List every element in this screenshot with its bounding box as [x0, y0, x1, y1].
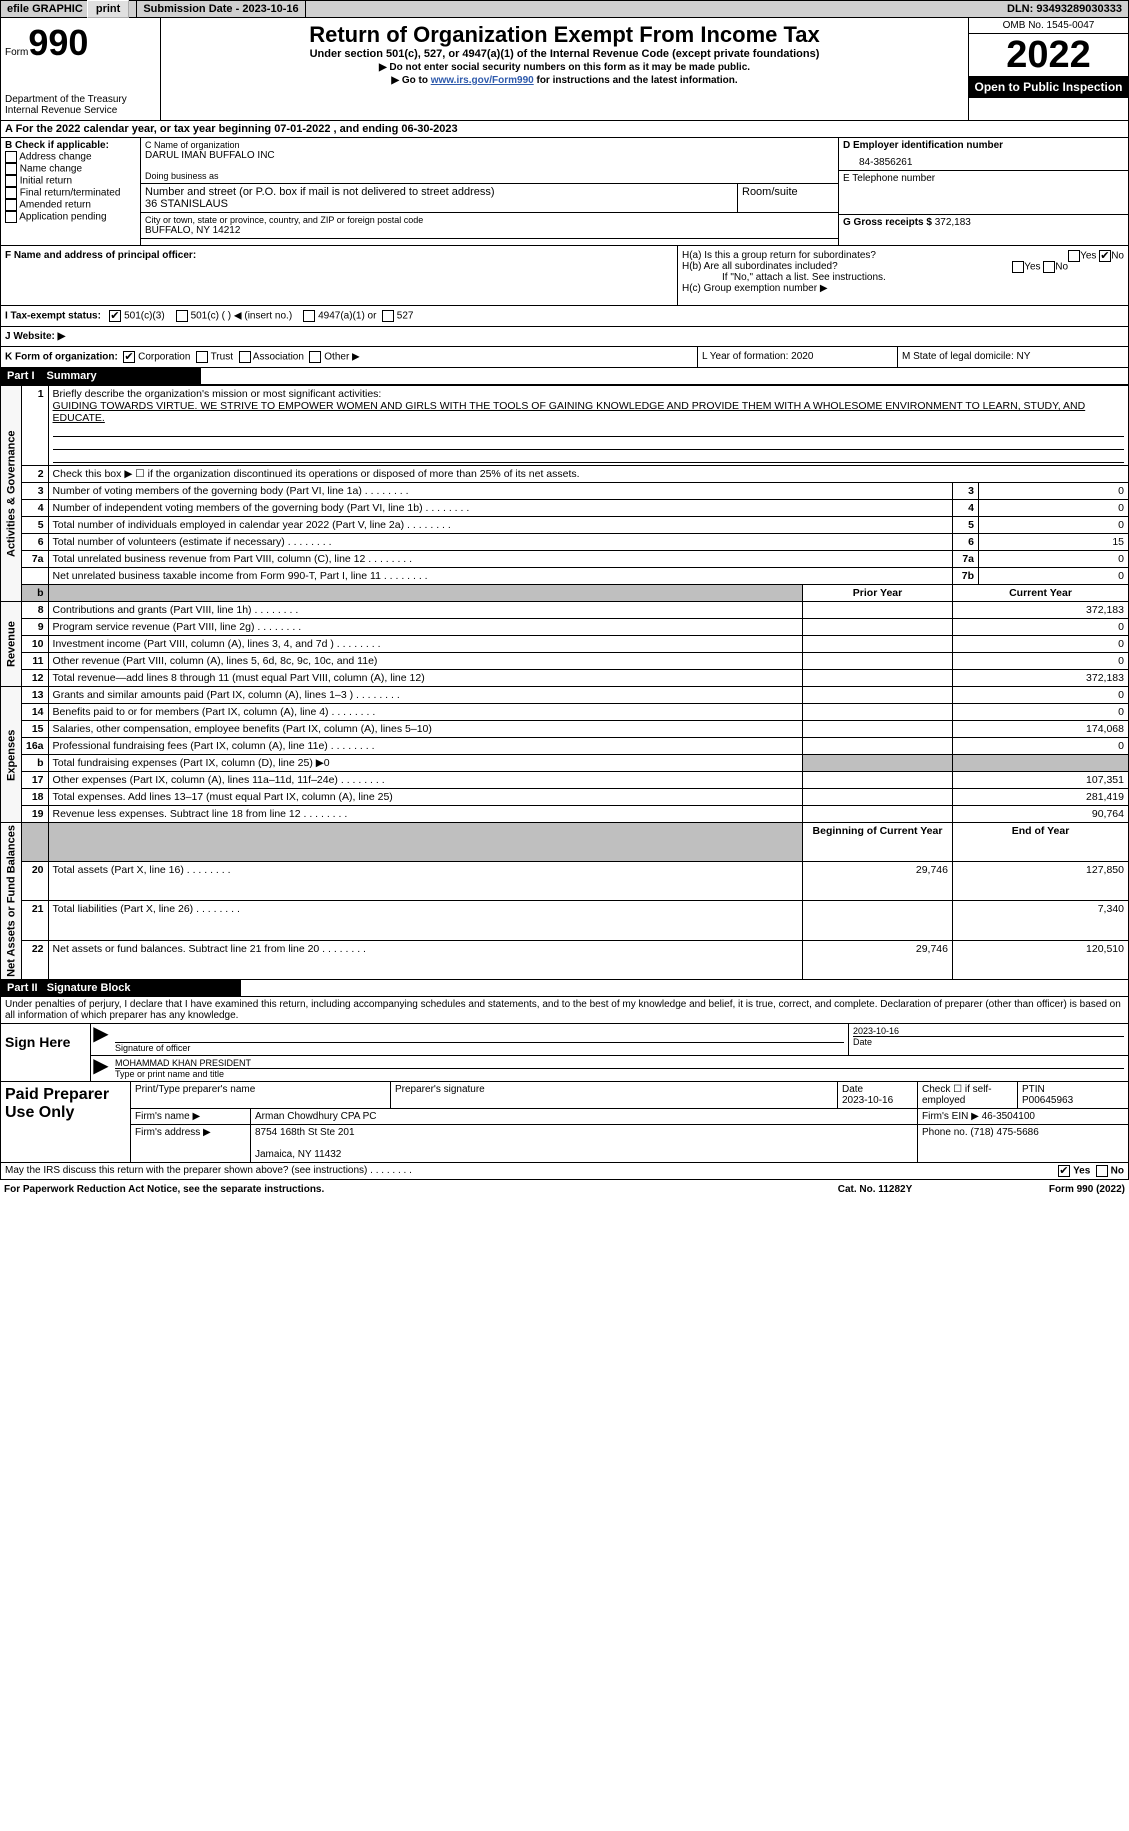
efile-label: efile GRAPHIC print: [1, 1, 137, 17]
note-goto: ▶ Go to www.irs.gov/Form990 for instruct…: [165, 75, 964, 86]
self-employed-check[interactable]: Check ☐ if self-employed: [918, 1082, 1018, 1108]
gross-cell: G Gross receipts $ 372,183: [839, 215, 1128, 245]
discuss-yes[interactable]: [1058, 1165, 1070, 1177]
ptin-value: P00645963: [1022, 1095, 1073, 1106]
group-exemption: H(c) Group exemption number ▶: [682, 283, 1124, 294]
city-cell: City or town, state or province, country…: [141, 213, 838, 239]
tax-exempt-row: I Tax-exempt status: 501(c)(3) 501(c) ( …: [0, 306, 1129, 327]
tax-year: 2022: [969, 34, 1128, 76]
firm-ein: 46-3504100: [982, 1111, 1035, 1122]
omb-number: OMB No. 1545-0047: [969, 18, 1128, 34]
principal-officer: F Name and address of principal officer:: [1, 246, 678, 305]
arrow-icon: ▶: [91, 1024, 111, 1055]
part2-header: Part II Signature Block: [0, 980, 1129, 997]
side-revenue: Revenue: [1, 602, 22, 687]
street-cell: Number and street (or P.O. box if mail i…: [141, 184, 838, 213]
sign-here-label: Sign Here: [1, 1024, 91, 1081]
discuss-no[interactable]: [1096, 1165, 1108, 1177]
side-activities: Activities & Governance: [1, 386, 22, 602]
public-inspection: Open to Public Inspection: [969, 76, 1128, 98]
website-row: J Website: ▶: [0, 327, 1129, 347]
col-b: B Check if applicable: Address change Na…: [1, 138, 141, 245]
part1-header: Part I Summary: [0, 368, 1129, 385]
cb-initial[interactable]: Initial return: [5, 175, 136, 187]
year-formation: L Year of formation: 2020: [698, 347, 898, 367]
irs-link[interactable]: www.irs.gov/Form990: [431, 75, 534, 86]
firm-phone: (718) 475-5686: [970, 1127, 1038, 1138]
ein-value: 84-3856261: [843, 151, 1124, 168]
city-value: BUFFALO, NY 14212: [145, 225, 834, 236]
mission-text: GUIDING TOWARDS VIRTUE. WE STRIVE TO EMP…: [53, 400, 1086, 424]
sign-block: Sign Here ▶ Signature of officer 2023-10…: [0, 1024, 1129, 1082]
cb-name[interactable]: Name change: [5, 163, 136, 175]
arrow-icon: ▶: [91, 1056, 111, 1081]
side-netassets: Net Assets or Fund Balances: [1, 823, 22, 980]
officer-name: MOHAMMAD KHAN PRESIDENT: [115, 1058, 1124, 1068]
cb-corp[interactable]: [123, 351, 135, 363]
firm-addr2: Jamaica, NY 11432: [255, 1149, 341, 1160]
page-footer: For Paperwork Reduction Act Notice, see …: [0, 1180, 1129, 1199]
f-h-row: F Name and address of principal officer:…: [0, 246, 1129, 306]
col-d: D Employer identification number 84-3856…: [838, 138, 1128, 245]
entity-grid: B Check if applicable: Address change Na…: [0, 138, 1129, 246]
header-left: Form990 Department of the Treasury Inter…: [1, 18, 161, 120]
org-name: DARUL IMAN BUFFALO INC: [145, 150, 834, 161]
row-a-period: A For the 2022 calendar year, or tax yea…: [0, 121, 1129, 138]
form-number: 990: [28, 22, 88, 63]
dept-label: Department of the Treasury Internal Reve…: [5, 94, 156, 116]
cb-pending[interactable]: Application pending: [5, 211, 136, 223]
form-header: Form990 Department of the Treasury Inter…: [0, 18, 1129, 121]
sign-date: 2023-10-16: [853, 1026, 1124, 1036]
firm-addr1: 8754 168th St Ste 201: [255, 1127, 355, 1138]
cb-final[interactable]: Final return/terminated: [5, 187, 136, 199]
ein-cell: D Employer identification number 84-3856…: [839, 138, 1128, 171]
summary-table: Activities & Governance 1 Briefly descri…: [0, 385, 1129, 980]
group-return: H(a) Is this a group return for subordin…: [678, 246, 1128, 305]
form-subtitle: Under section 501(c), 527, or 4947(a)(1)…: [165, 48, 964, 60]
col-b-label: B Check if applicable:: [5, 140, 136, 151]
street-value: 36 STANISLAUS: [145, 198, 733, 210]
form-title: Return of Organization Exempt From Incom…: [165, 22, 964, 48]
print-button[interactable]: print: [87, 0, 129, 18]
dln-label: DLN: 93493289030333: [1001, 1, 1128, 17]
cb-501c3[interactable]: [109, 310, 121, 322]
k-l-m-row: K Form of organization: Corporation Trus…: [0, 347, 1129, 368]
top-bar: efile GRAPHIC print Submission Date - 20…: [0, 0, 1129, 18]
line2-discontinued: Check this box ▶ ☐ if the organization d…: [48, 466, 1128, 483]
preparer-label: Paid Preparer Use Only: [1, 1082, 131, 1162]
cb-amended[interactable]: Amended return: [5, 199, 136, 211]
side-expenses: Expenses: [1, 687, 22, 823]
preparer-block: Paid Preparer Use Only Print/Type prepar…: [0, 1082, 1129, 1163]
header-mid: Return of Organization Exempt From Incom…: [161, 18, 968, 120]
firm-name: Arman Chowdhury CPA PC: [251, 1109, 918, 1124]
col-c: C Name of organization DARUL IMAN BUFFAL…: [141, 138, 838, 245]
header-right: OMB No. 1545-0047 2022 Open to Public In…: [968, 18, 1128, 120]
declaration-text: Under penalties of perjury, I declare th…: [0, 997, 1129, 1024]
ha-no-checkbox[interactable]: [1099, 250, 1111, 262]
submission-date: Submission Date - 2023-10-16: [137, 1, 305, 17]
tel-cell: E Telephone number: [839, 171, 1128, 215]
org-name-cell: C Name of organization DARUL IMAN BUFFAL…: [141, 138, 838, 184]
cb-address[interactable]: Address change: [5, 151, 136, 163]
note-ssn: ▶ Do not enter social security numbers o…: [165, 62, 964, 73]
state-domicile: M State of legal domicile: NY: [898, 347, 1128, 367]
form-word: Form: [5, 47, 28, 58]
discuss-row: May the IRS discuss this return with the…: [0, 1163, 1129, 1180]
prep-date: 2023-10-16: [842, 1095, 893, 1106]
signature-label: Signature of officer: [115, 1042, 844, 1053]
gross-receipts: 372,183: [935, 217, 971, 228]
